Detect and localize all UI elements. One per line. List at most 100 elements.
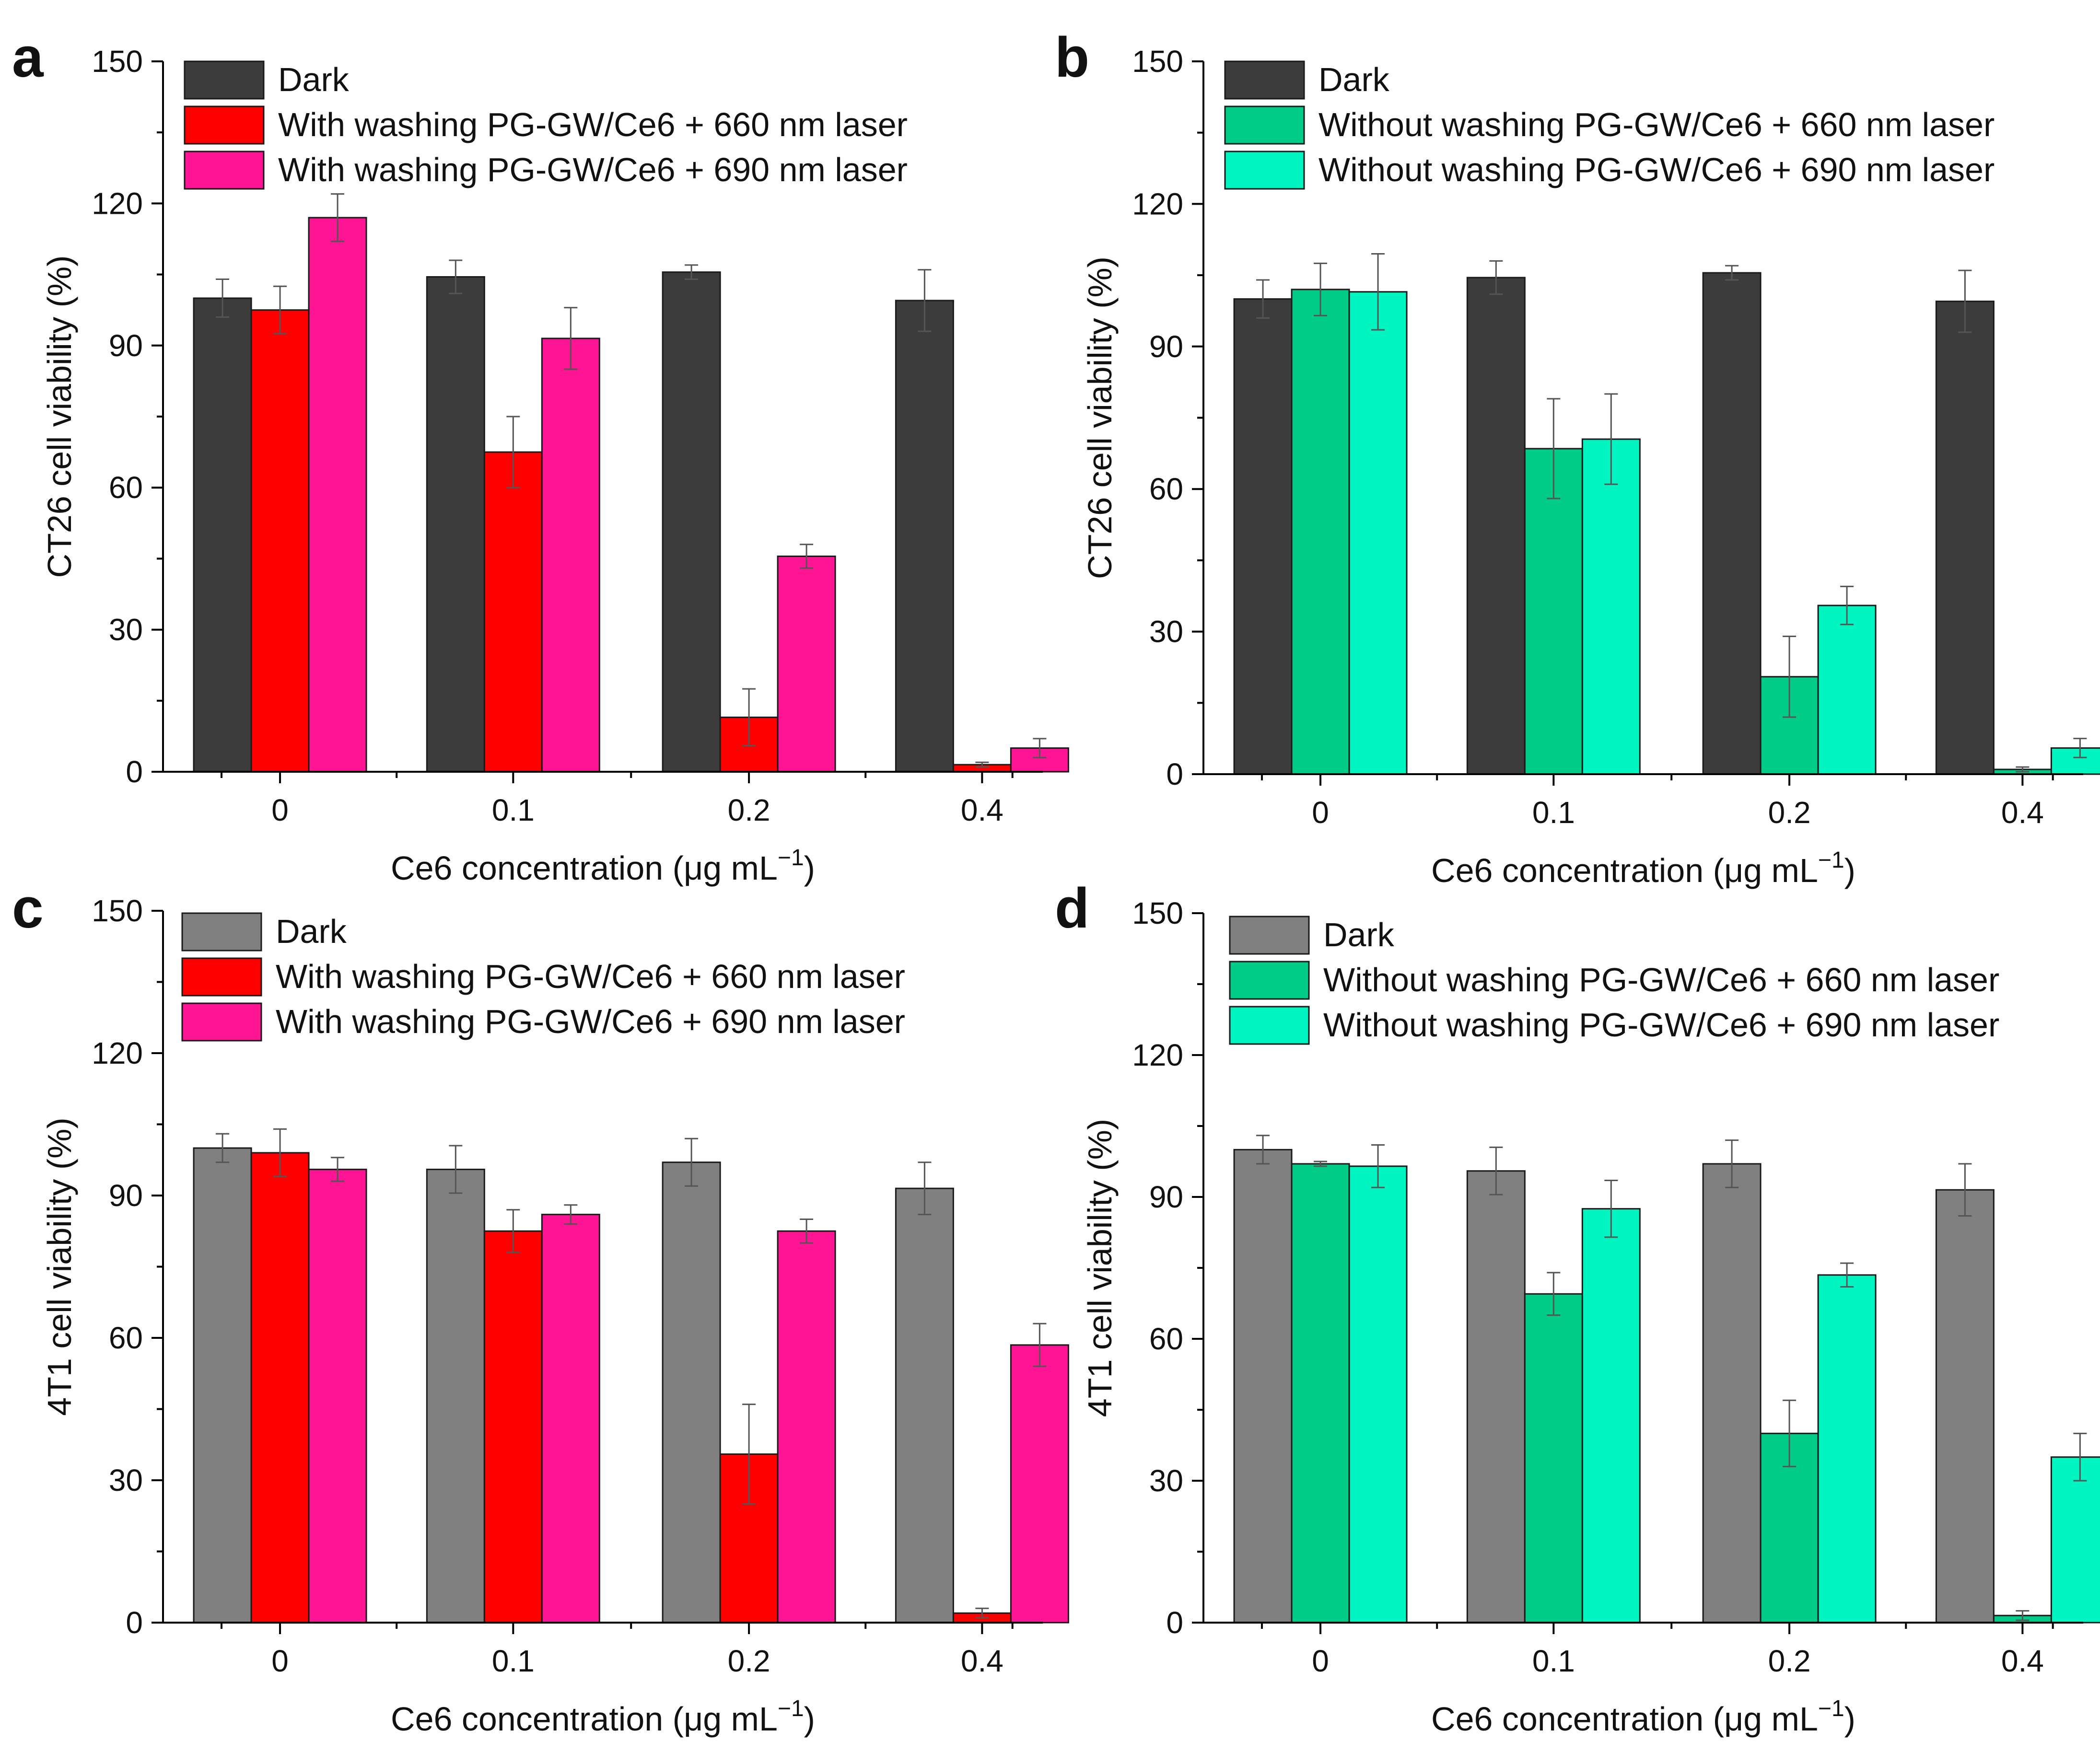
x-tick-label: 0.2 xyxy=(1768,1644,1811,1678)
bar xyxy=(308,1169,367,1624)
bar xyxy=(1233,1149,1293,1624)
chart-panel-c: c 0 30 60 90 120 150 0 0.1 0.2 0.4 Ce6 concentratio… xyxy=(12,877,1069,1738)
x-tick-label: 0 xyxy=(1312,795,1329,830)
y-tick-label: 150 xyxy=(92,44,143,79)
bar xyxy=(1291,1163,1350,1624)
y-tick-label: 90 xyxy=(109,1178,143,1213)
legend-swatch xyxy=(181,957,262,997)
bar xyxy=(308,217,367,773)
y-tick-label: 120 xyxy=(1132,186,1183,221)
x-tick-label: 0.1 xyxy=(492,1644,535,1678)
legend-entry: Dark xyxy=(1318,61,1390,98)
x-tick-label: 0.2 xyxy=(1768,795,1811,830)
x-tick-label: 0.1 xyxy=(1532,795,1575,830)
y-axis-title: 4T1 cell viability (%) xyxy=(1081,1119,1119,1417)
legend-swatch xyxy=(1224,151,1305,190)
y-tick-label: 60 xyxy=(1149,1322,1183,1356)
bar xyxy=(895,300,954,773)
bar xyxy=(193,297,252,773)
bar xyxy=(1348,1165,1408,1624)
legend-swatch xyxy=(1229,916,1310,955)
y-tick-label: 120 xyxy=(1132,1038,1183,1072)
bar xyxy=(2050,1456,2100,1624)
chart-panel-a: a 0 30 60 90 120 150 0 0.1 0.2 0.4 Ce6 concentratio… xyxy=(12,26,1069,887)
bar xyxy=(250,309,310,773)
x-tick-label: 0.4 xyxy=(961,1644,1003,1678)
x-tick-label: 0.4 xyxy=(2001,1644,2044,1678)
y-tick-label: 0 xyxy=(126,755,143,789)
legend-swatch xyxy=(181,1002,262,1042)
bar xyxy=(426,276,485,773)
bar xyxy=(1466,277,1526,775)
legend-entry: Without washing PG-GW/Ce6 + 690 nm laser xyxy=(1323,1006,1999,1044)
y-tick-label: 60 xyxy=(109,1321,143,1355)
bar xyxy=(1524,1293,1583,1624)
y-tick-label: 0 xyxy=(1166,757,1183,791)
y-tick-label: 90 xyxy=(1149,1180,1183,1214)
legend-swatch xyxy=(1224,105,1305,145)
x-tick-label: 0.1 xyxy=(1532,1644,1575,1678)
x-tick-label: 0.2 xyxy=(728,793,770,827)
bar xyxy=(1291,289,1350,775)
bar xyxy=(1348,291,1408,775)
legend-entry: Dark xyxy=(278,61,350,98)
y-tick-label: 150 xyxy=(1132,44,1183,79)
y-tick-label: 90 xyxy=(1149,329,1183,364)
y-axis-title: CT26 cell viability (%) xyxy=(41,255,78,578)
panel-label: d xyxy=(1055,877,1089,940)
bar xyxy=(426,1169,485,1624)
bar xyxy=(1524,448,1583,775)
y-tick-label: 120 xyxy=(92,186,143,221)
y-tick-label: 150 xyxy=(92,894,143,928)
legend-entry: Without washing PG-GW/Ce6 + 660 nm laser xyxy=(1323,961,1999,998)
legend-swatch xyxy=(1224,60,1305,100)
x-axis-title: Ce6 concentration (μg mL−1) xyxy=(1431,847,1855,889)
bar xyxy=(1466,1170,1526,1624)
bar xyxy=(1581,438,1641,775)
bar xyxy=(1817,604,1877,775)
bar xyxy=(541,1214,600,1624)
bar xyxy=(1702,272,1762,775)
legend-entry: Without washing PG-GW/Ce6 + 660 nm laser xyxy=(1318,106,1995,143)
bar xyxy=(1581,1208,1641,1624)
x-tick-label: 0.2 xyxy=(728,1644,770,1678)
y-axis-title: CT26 cell viability (%) xyxy=(1081,256,1119,579)
x-tick-label: 0 xyxy=(271,793,289,827)
legend-entry: Without washing PG-GW/Ce6 + 690 nm laser xyxy=(1318,151,1995,188)
y-tick-label: 30 xyxy=(109,1463,143,1498)
chart-panel-d: d 0 30 60 90 120 150 0 0.1 0.2 0.4 Ce6 concentratio… xyxy=(1055,877,2100,1738)
panel-label: a xyxy=(12,26,44,89)
bar xyxy=(662,1161,721,1624)
bar xyxy=(1702,1163,1762,1624)
bar xyxy=(1010,1344,1069,1624)
bar xyxy=(250,1152,310,1624)
bar xyxy=(777,555,836,773)
y-tick-label: 30 xyxy=(1149,615,1183,649)
y-tick-label: 0 xyxy=(1166,1605,1183,1640)
legend-swatch xyxy=(184,105,265,145)
x-tick-label: 0.4 xyxy=(961,793,1003,827)
legend-swatch xyxy=(184,60,265,100)
x-axis-title: Ce6 concentration (μg mL−1) xyxy=(391,1696,815,1738)
bar xyxy=(895,1187,954,1624)
y-axis-title: 4T1 cell viability (%) xyxy=(41,1117,78,1416)
y-tick-label: 0 xyxy=(126,1605,143,1640)
y-tick-label: 150 xyxy=(1132,896,1183,930)
chart-panel-b: b 0 30 60 90 120 150 0 0.1 0.2 0.4 Ce6 concentratio… xyxy=(1055,26,2100,889)
panel-label: c xyxy=(12,877,44,940)
bar xyxy=(1935,1189,1995,1624)
legend-entry: With washing PG-GW/Ce6 + 660 nm laser xyxy=(278,106,908,143)
y-tick-label: 60 xyxy=(1149,472,1183,506)
legend-entry: With washing PG-GW/Ce6 + 690 nm laser xyxy=(278,151,908,188)
bar xyxy=(1817,1274,1877,1624)
bar xyxy=(1233,298,1293,775)
legend-swatch xyxy=(1229,961,1310,1000)
y-tick-label: 90 xyxy=(109,328,143,363)
bar xyxy=(483,451,543,773)
x-axis-title: Ce6 concentration (μg mL−1) xyxy=(1431,1696,1855,1738)
legend-entry: Dark xyxy=(1323,916,1395,953)
legend-swatch xyxy=(184,151,265,190)
x-axis-title: Ce6 concentration (μg mL−1) xyxy=(391,845,815,887)
x-tick-label: 0 xyxy=(1312,1644,1329,1678)
